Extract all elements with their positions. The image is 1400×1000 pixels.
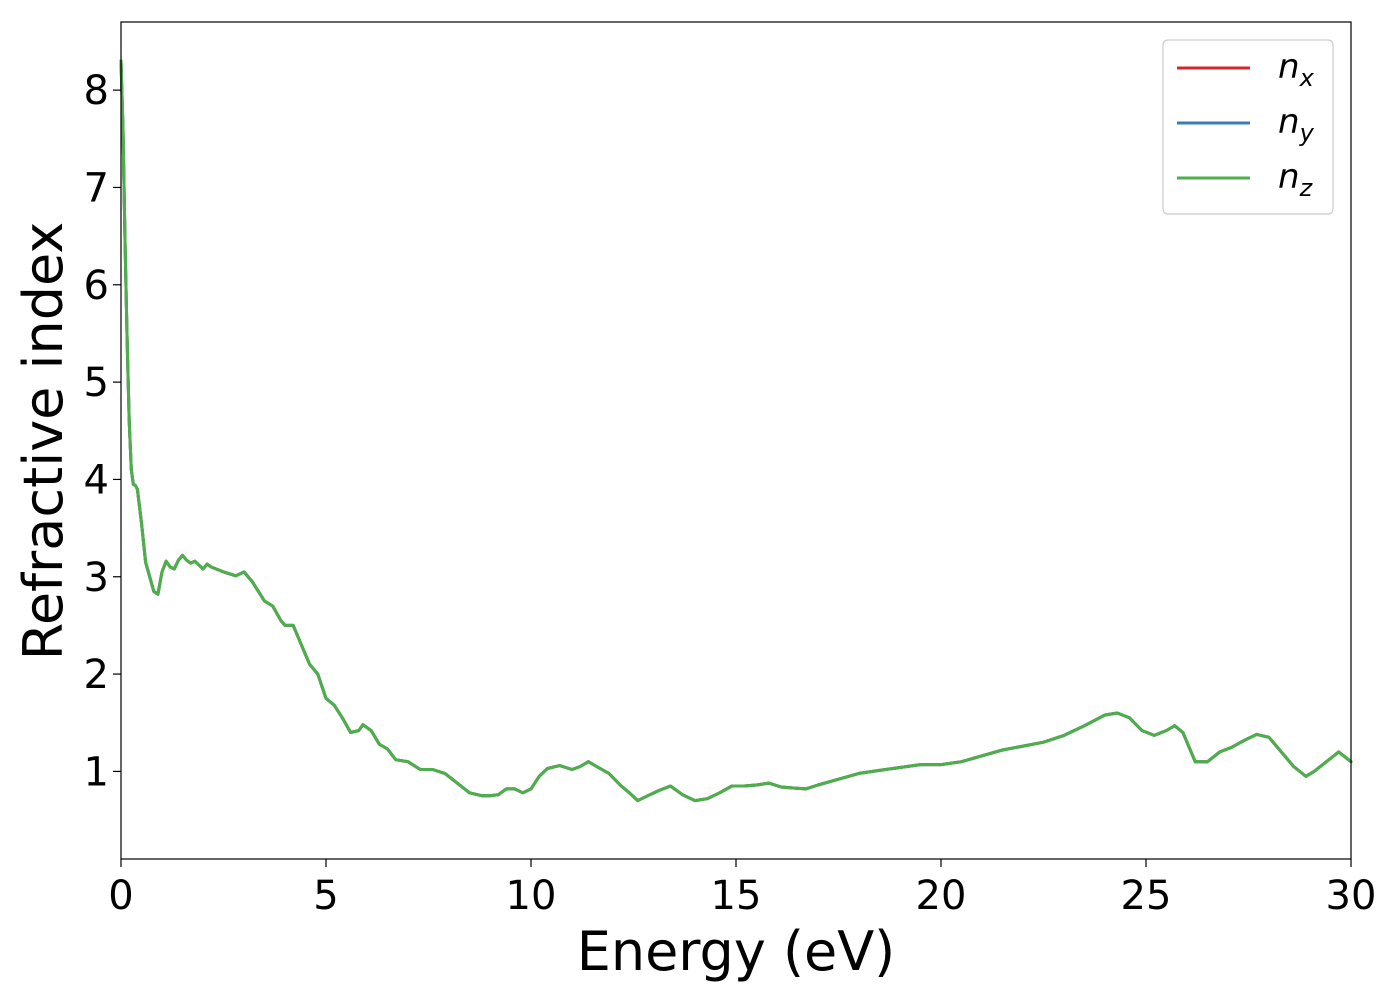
x-tick-label: 20 bbox=[916, 873, 967, 919]
y-tick-label: 7 bbox=[84, 165, 109, 211]
x-tick-label: 0 bbox=[108, 873, 133, 919]
y-axis-label: Refractive index bbox=[12, 222, 75, 661]
legend: nx ny nz bbox=[1162, 39, 1334, 215]
y-tick-label: 1 bbox=[84, 749, 109, 795]
legend-box bbox=[1162, 39, 1334, 215]
y-axis: 1 2 3 4 5 6 7 8 bbox=[84, 68, 121, 795]
series-layer bbox=[119, 59, 1353, 803]
series-line-n-z bbox=[119, 59, 1353, 803]
y-tick-label: 6 bbox=[84, 263, 109, 309]
y-tick-label: 8 bbox=[84, 68, 109, 114]
legend-label-n-x: nx bbox=[1278, 47, 1315, 92]
y-tick-label: 2 bbox=[84, 652, 109, 698]
y-tick-label: 3 bbox=[84, 555, 109, 601]
x-tick-label: 25 bbox=[1121, 873, 1172, 919]
x-axis: 0 5 10 15 20 25 30 bbox=[108, 859, 1376, 919]
y-tick-label: 5 bbox=[84, 360, 109, 406]
x-tick-label: 30 bbox=[1326, 873, 1377, 919]
x-tick-label: 10 bbox=[506, 873, 557, 919]
legend-label-n-y: ny bbox=[1278, 102, 1315, 147]
x-tick-label: 15 bbox=[711, 873, 762, 919]
x-axis-label: Energy (eV) bbox=[577, 920, 896, 983]
y-tick-label: 4 bbox=[84, 457, 109, 503]
x-tick-label: 5 bbox=[313, 873, 338, 919]
legend-label-n-z: nz bbox=[1278, 157, 1314, 202]
